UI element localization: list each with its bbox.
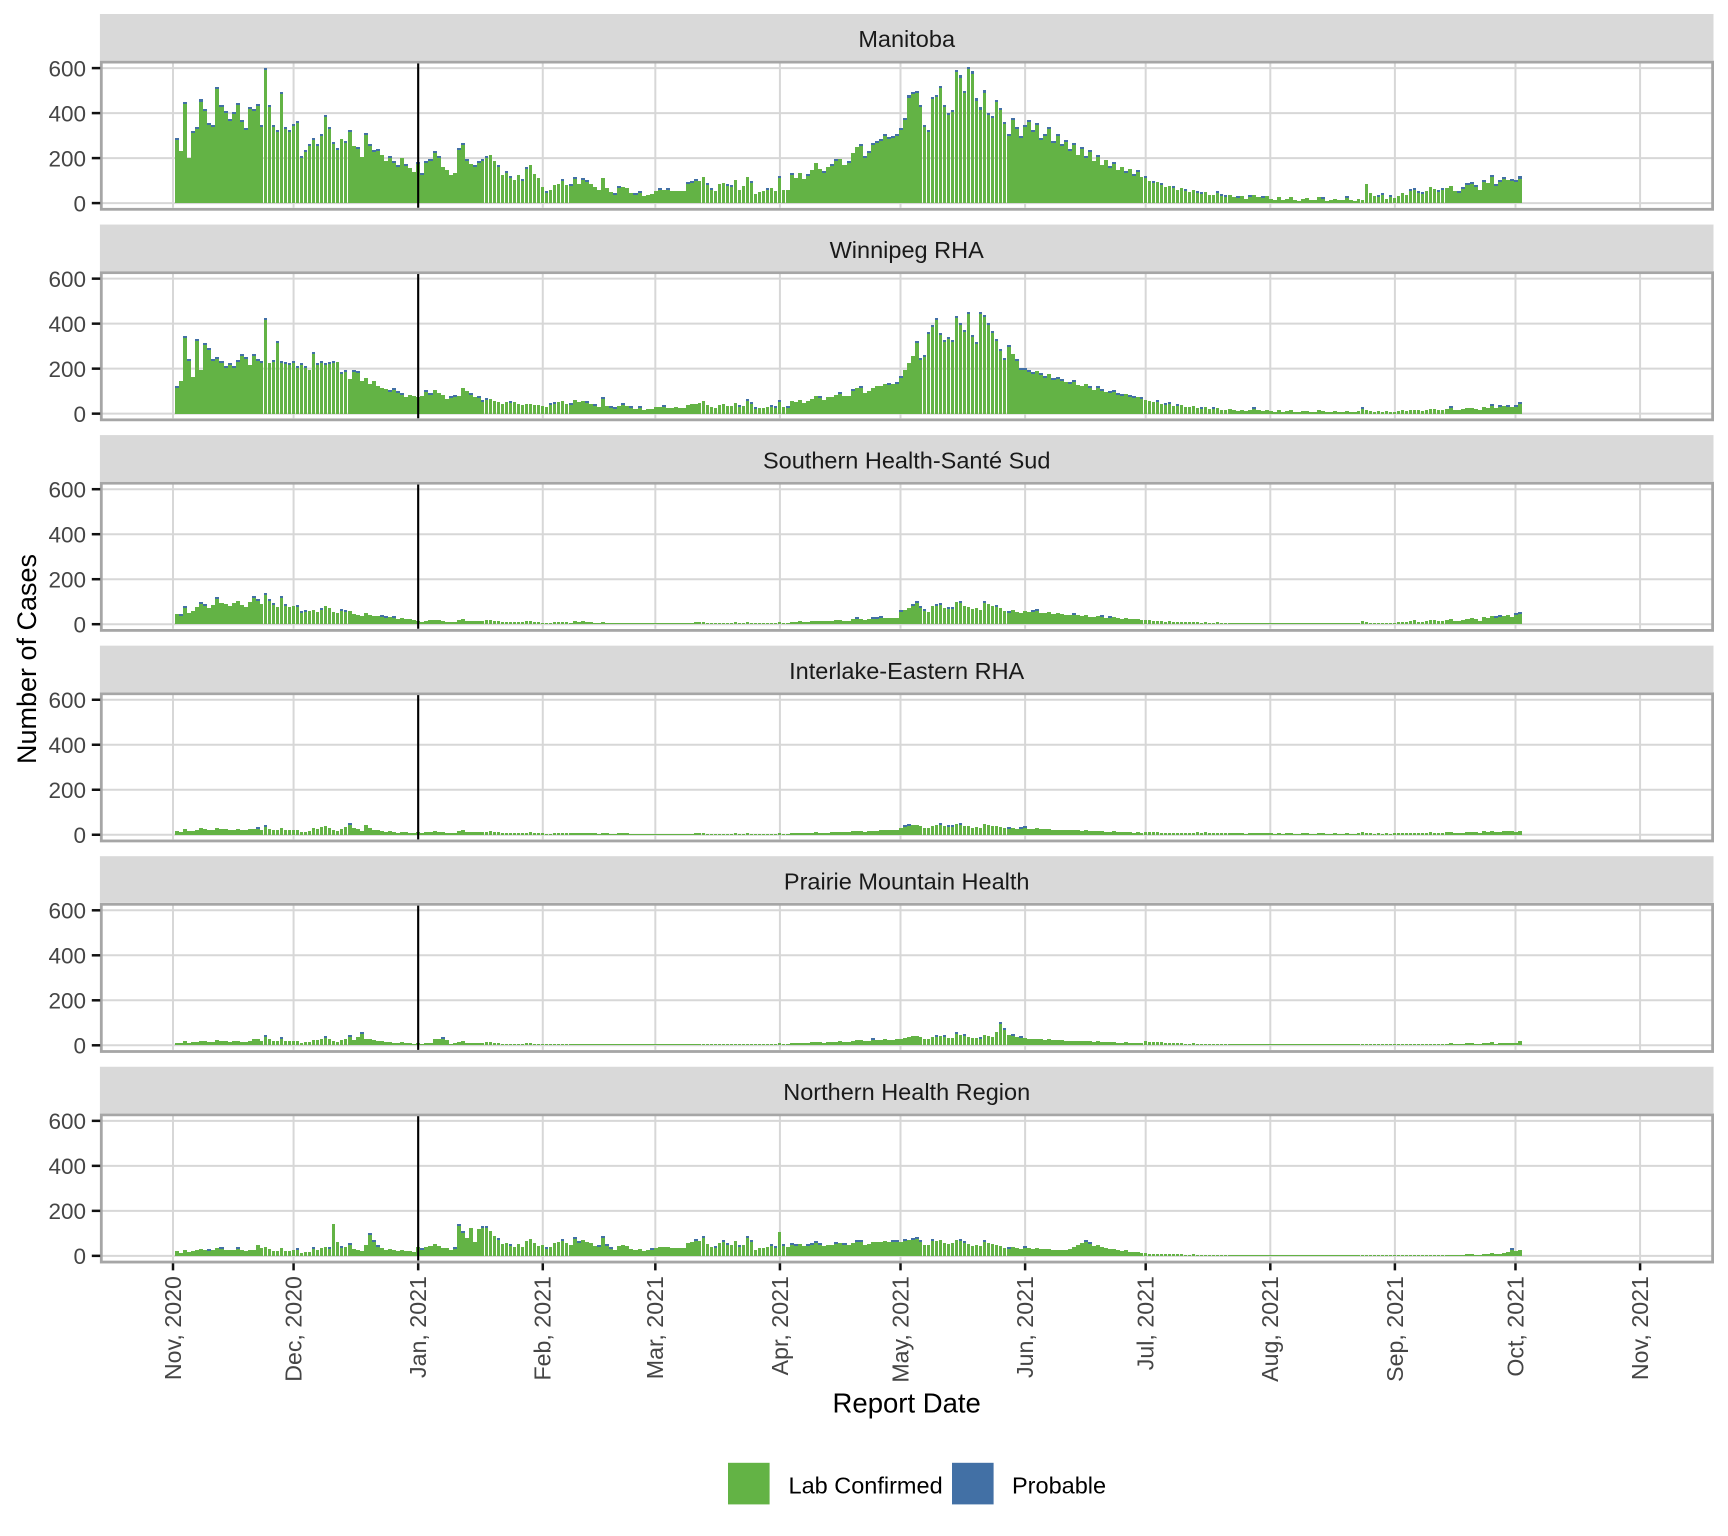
svg-text:400: 400 bbox=[48, 733, 86, 758]
svg-text:Oct, 2021: Oct, 2021 bbox=[1502, 1276, 1528, 1377]
svg-text:0: 0 bbox=[73, 1244, 86, 1269]
svg-text:600: 600 bbox=[48, 57, 86, 82]
svg-text:400: 400 bbox=[48, 102, 86, 127]
svg-text:Jan, 2021: Jan, 2021 bbox=[405, 1276, 431, 1378]
svg-text:0: 0 bbox=[73, 613, 86, 638]
svg-text:Sep, 2021: Sep, 2021 bbox=[1382, 1276, 1408, 1382]
svg-text:Nov, 2021: Nov, 2021 bbox=[1627, 1276, 1653, 1380]
svg-text:Southern Health-Santé Sud: Southern Health-Santé Sud bbox=[763, 447, 1050, 473]
svg-text:Jul, 2021: Jul, 2021 bbox=[1133, 1276, 1159, 1370]
svg-text:Winnipeg RHA: Winnipeg RHA bbox=[830, 237, 984, 263]
svg-text:400: 400 bbox=[48, 312, 86, 337]
svg-text:600: 600 bbox=[48, 1109, 86, 1134]
svg-text:Nov, 2020: Nov, 2020 bbox=[160, 1276, 186, 1380]
svg-text:0: 0 bbox=[73, 1034, 86, 1059]
svg-text:Probable: Probable bbox=[1012, 1473, 1106, 1499]
svg-text:May, 2021: May, 2021 bbox=[887, 1276, 913, 1383]
svg-text:Interlake-Eastern RHA: Interlake-Eastern RHA bbox=[789, 658, 1024, 684]
svg-text:Mar, 2021: Mar, 2021 bbox=[642, 1276, 668, 1379]
svg-text:Apr, 2021: Apr, 2021 bbox=[767, 1276, 793, 1375]
svg-text:Dec, 2020: Dec, 2020 bbox=[280, 1276, 306, 1382]
svg-text:Feb, 2021: Feb, 2021 bbox=[530, 1276, 556, 1380]
svg-text:200: 200 bbox=[48, 778, 86, 803]
svg-text:600: 600 bbox=[48, 688, 86, 713]
svg-text:200: 200 bbox=[48, 989, 86, 1014]
svg-text:200: 200 bbox=[48, 357, 86, 382]
svg-text:Northern Health Region: Northern Health Region bbox=[783, 1079, 1030, 1105]
svg-text:200: 200 bbox=[48, 1199, 86, 1224]
svg-text:600: 600 bbox=[48, 899, 86, 924]
svg-text:200: 200 bbox=[48, 568, 86, 593]
svg-text:Manitoba: Manitoba bbox=[858, 26, 956, 52]
svg-text:Aug, 2021: Aug, 2021 bbox=[1257, 1276, 1283, 1382]
svg-text:200: 200 bbox=[48, 147, 86, 172]
svg-text:0: 0 bbox=[73, 402, 86, 427]
svg-text:Number of Cases: Number of Cases bbox=[12, 554, 42, 764]
svg-text:0: 0 bbox=[73, 823, 86, 848]
svg-text:Lab Confirmed: Lab Confirmed bbox=[789, 1473, 943, 1499]
svg-text:400: 400 bbox=[48, 1154, 86, 1179]
svg-text:Prairie Mountain Health: Prairie Mountain Health bbox=[784, 868, 1030, 894]
svg-text:600: 600 bbox=[48, 478, 86, 503]
svg-text:Jun, 2021: Jun, 2021 bbox=[1012, 1276, 1038, 1378]
svg-text:0: 0 bbox=[73, 192, 86, 217]
svg-text:600: 600 bbox=[48, 267, 86, 292]
svg-text:400: 400 bbox=[48, 523, 86, 548]
svg-text:400: 400 bbox=[48, 944, 86, 969]
svg-text:Report Date: Report Date bbox=[833, 1388, 981, 1419]
